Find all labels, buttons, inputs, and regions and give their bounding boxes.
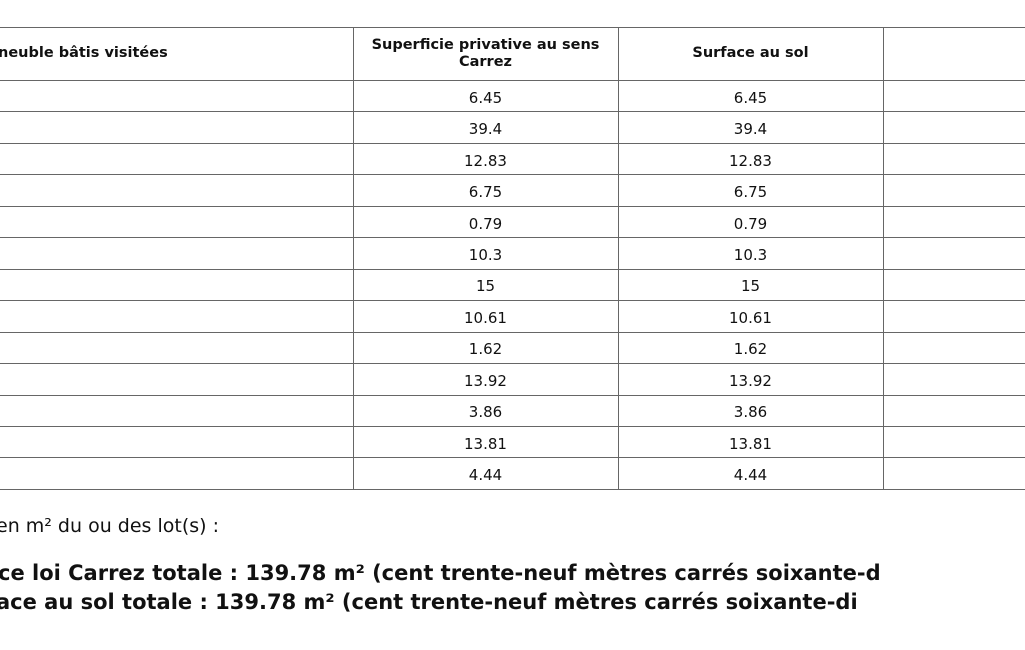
- row-border: [0, 80, 1025, 81]
- header-cell: Superficie privative au sens Carrez: [371, 36, 600, 70]
- note: en m² du ou des lot(s) :: [0, 515, 219, 537]
- cell: 10.61: [464, 308, 507, 327]
- cell: 1.62: [468, 340, 503, 359]
- row-border: [0, 425, 1025, 427]
- row-border: [0, 268, 1025, 270]
- row-border: [0, 457, 1025, 459]
- cell: 6.45: [468, 88, 503, 107]
- cell: 10.61: [729, 308, 772, 327]
- cell: 6.75: [468, 183, 503, 202]
- cell: 3.86: [468, 403, 503, 422]
- cell: 1.62: [733, 340, 768, 359]
- cell: 15: [475, 277, 496, 296]
- cell: 6.45: [733, 88, 768, 107]
- header-cell: neuble bâtis visitées: [0, 45, 168, 61]
- row-border: [0, 174, 1025, 176]
- cell: 13.92: [729, 371, 772, 390]
- row-border: [0, 488, 1025, 490]
- row-border: [0, 331, 1025, 333]
- cell: 39.4: [733, 120, 768, 139]
- row-border: [0, 394, 1025, 396]
- cell: 6.75: [733, 183, 768, 202]
- total-line: ace au sol totale : 139.78 m² (cent tren…: [0, 590, 858, 614]
- cell: 0.79: [468, 214, 503, 233]
- row-border: [0, 205, 1025, 207]
- row-border: [0, 142, 1025, 144]
- col-border: [353, 27, 354, 489]
- cell: 13.81: [729, 434, 772, 453]
- row-border: [0, 300, 1025, 302]
- cell: 4.44: [733, 466, 768, 485]
- cell: 4.44: [468, 466, 503, 485]
- total-line: ce loi Carrez totale : 139.78 m² (cent t…: [0, 561, 881, 585]
- row-border: [0, 27, 1025, 28]
- cell: 10.3: [733, 245, 768, 264]
- header-cell: Surface au sol: [692, 45, 809, 61]
- cell: 12.83: [729, 151, 772, 170]
- row-border: [0, 237, 1025, 239]
- cell: 3.86: [733, 403, 768, 422]
- cell: 15: [740, 277, 761, 296]
- cell: 39.4: [468, 120, 503, 139]
- row-border: [0, 111, 1025, 113]
- col-border: [883, 27, 884, 489]
- col-border: [618, 27, 619, 489]
- cell: 10.3: [468, 245, 503, 264]
- cell: 12.83: [464, 151, 507, 170]
- row-border: [0, 363, 1025, 365]
- cell: 13.81: [464, 434, 507, 453]
- cell: 13.92: [464, 371, 507, 390]
- cell: 0.79: [733, 214, 768, 233]
